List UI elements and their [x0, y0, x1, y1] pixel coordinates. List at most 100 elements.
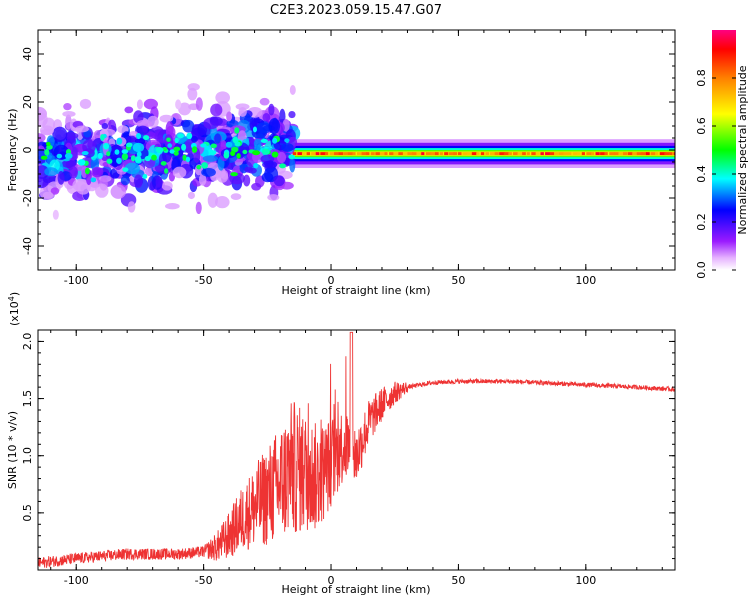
spectrogram-hotspot — [116, 157, 122, 164]
spectrogram-hotspot — [223, 151, 230, 159]
stable-band-peak — [425, 152, 432, 156]
x-tick-label: 100 — [575, 574, 596, 587]
spectrogram-hotspot — [103, 142, 110, 150]
stable-band-peak — [503, 152, 510, 156]
spectrogram-hotspot — [252, 150, 261, 156]
spectrogram-hotspot — [262, 148, 270, 155]
stable-band-peak — [412, 152, 417, 156]
spectrogram-blob — [50, 187, 60, 195]
spectrogram-blob — [195, 97, 203, 111]
stable-band-peak — [531, 152, 536, 156]
snr-y-ticks: 0.5 1.0 1.5 2.0 — [21, 333, 675, 560]
spectrogram-hotspot — [143, 135, 150, 141]
stable-band-peak — [315, 152, 320, 156]
spectrogram-hotspot — [272, 137, 278, 144]
stable-band-peak — [398, 152, 404, 156]
stable-band-peak — [632, 152, 638, 156]
spectrogram-blob — [268, 103, 275, 116]
snr-y-label: SNR (10 * v/v) — [6, 411, 19, 489]
spectrogram-blob — [136, 125, 150, 135]
snr-series-line — [38, 331, 675, 568]
spectrogram-hotspot — [81, 151, 89, 156]
stable-band-peak — [526, 152, 530, 156]
y-tick-label: 20 — [21, 95, 34, 109]
colorbar-tick-label: 0.2 — [695, 213, 708, 231]
stable-band-peak — [329, 152, 335, 156]
stable-band-peak — [623, 152, 628, 156]
spectrogram-blob — [44, 167, 58, 177]
spectrogram-blob — [120, 175, 130, 186]
spectrogram-blob — [251, 182, 262, 191]
colorbar-ticks: 0.0 0.2 0.4 0.6 0.8 — [695, 69, 736, 279]
spectrogram-outlier — [226, 111, 233, 122]
x-tick-label: 0 — [328, 574, 335, 587]
stable-band-peak — [347, 152, 353, 156]
spectrogram-blob — [91, 166, 104, 178]
spectrogram-hotspot — [230, 172, 238, 177]
stable-band-peak — [558, 152, 565, 156]
stable-band-peak — [563, 152, 569, 156]
stable-band-peak — [609, 152, 615, 156]
spectrogram-hotspot — [253, 163, 259, 169]
spectrogram-blob — [244, 166, 254, 173]
spectrogram-hotspot — [234, 127, 240, 134]
spectrogram-outlier — [289, 85, 296, 95]
spectrogram-hotspot — [144, 155, 151, 162]
spectrogram-hotspot — [186, 132, 193, 140]
stable-band-peak — [655, 152, 659, 156]
stable-band-peak — [636, 152, 643, 156]
stable-band-peak — [480, 152, 485, 156]
x-tick-label: -100 — [64, 274, 89, 287]
colorbar-tick-label: 0.4 — [695, 165, 708, 183]
spectrogram-blob — [191, 135, 198, 143]
spectrogram-blob — [215, 91, 230, 104]
spectrogram-blob — [182, 119, 195, 133]
spectrogram-blob — [198, 173, 207, 186]
stable-band-peak — [379, 152, 386, 156]
spectrogram-hotspot — [114, 149, 120, 155]
spectrogram-y-ticks: -40 -20 0 20 40 — [21, 29, 675, 271]
spectrogram-blob — [161, 181, 173, 191]
stable-band-peak — [668, 152, 673, 156]
stable-band-peak — [471, 152, 478, 156]
stable-band-peak — [604, 152, 608, 156]
stable-band-peak — [645, 152, 650, 156]
stable-band-peak — [444, 152, 449, 156]
spectrogram-blob — [210, 103, 223, 117]
spectrogram-blob — [288, 110, 296, 119]
spectrogram-blob — [82, 139, 96, 155]
spectrogram-hotspot — [142, 174, 148, 179]
spectrogram-blob — [178, 102, 192, 116]
stable-band-peak — [664, 152, 670, 156]
stable-band-peak — [517, 152, 524, 156]
x-tick-label: -50 — [195, 274, 213, 287]
colorbar: 0.0 0.2 0.4 0.6 0.8 Normalized spectral ampl… — [695, 30, 749, 279]
spectrogram-hotspot — [173, 150, 179, 156]
spectrogram-hotspot — [126, 142, 133, 148]
spectrogram-blob — [62, 110, 76, 117]
snr-x-ticks: -100 -50 0 50 100 — [50, 330, 663, 587]
stable-band-peak — [297, 152, 303, 156]
stable-band-peak — [567, 152, 572, 156]
spectrogram-hotspot — [151, 154, 157, 161]
spectrogram-blob — [202, 155, 219, 162]
stable-band-peak — [389, 152, 394, 156]
stable-band-peak — [324, 152, 329, 156]
spectrogram-blob — [38, 176, 49, 189]
spectrogram-hotspot — [252, 126, 257, 133]
stable-band-peak — [457, 152, 462, 156]
stable-band-peak — [673, 152, 675, 156]
stable-band-peak — [490, 152, 495, 156]
spectrogram-blob — [191, 123, 208, 136]
spectrogram-blob — [52, 126, 68, 143]
spectrogram-blob — [127, 201, 136, 213]
snr-y-tick-label: 1.0 — [21, 447, 34, 465]
colorbar-tick-label: 0.0 — [695, 261, 708, 279]
snr-y-tick-label: 2.0 — [21, 333, 34, 351]
spectrogram-hotspot — [121, 153, 129, 161]
stable-band-peak — [650, 152, 656, 156]
spectrogram-blob — [39, 125, 54, 136]
colorbar-tick-label: 0.8 — [695, 69, 708, 87]
stable-band-peak — [334, 152, 340, 156]
